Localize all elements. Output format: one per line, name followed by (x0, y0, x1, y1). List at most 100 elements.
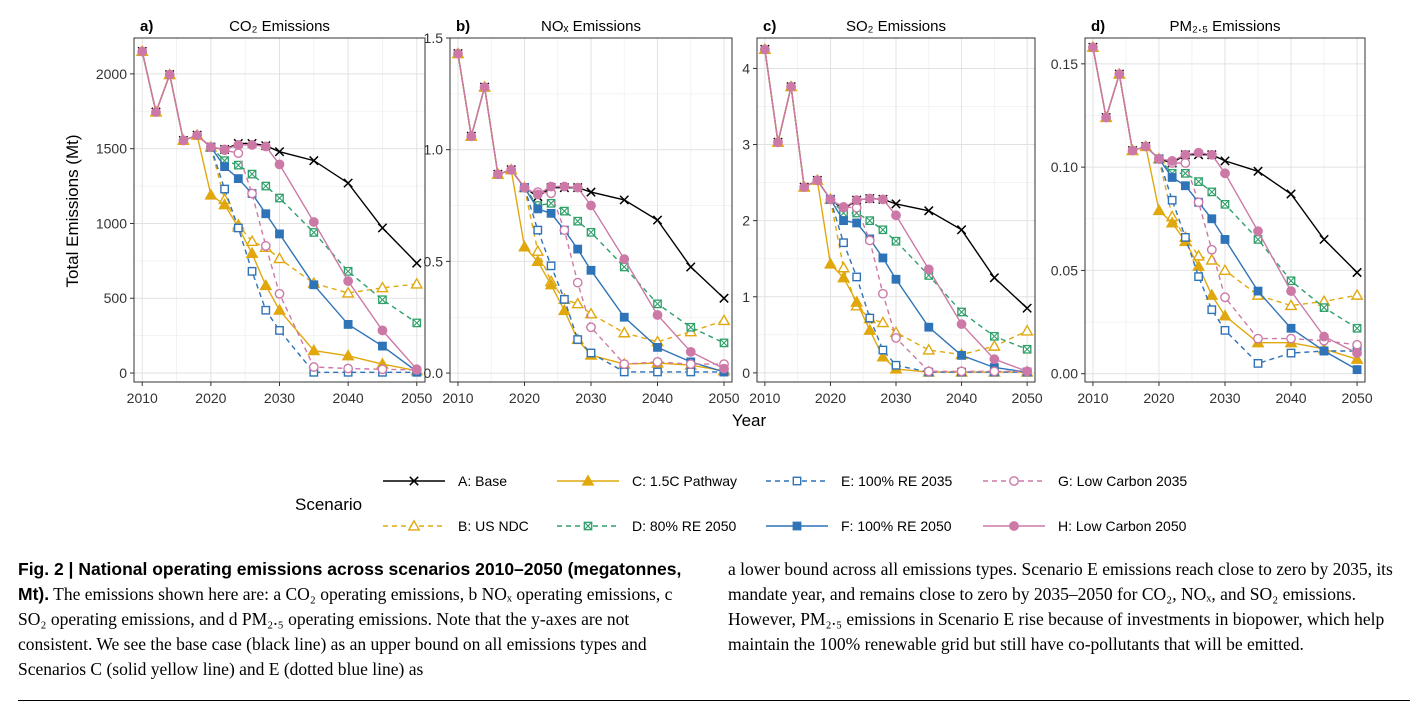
point-H (891, 210, 901, 221)
x-tick-label: 2040 (946, 390, 977, 406)
point-B (531, 244, 545, 256)
point-H (851, 195, 862, 206)
point-D (1352, 323, 1362, 333)
point-D-cross (878, 225, 887, 234)
point-F (343, 320, 353, 329)
point-B (1284, 298, 1298, 311)
point-D (891, 236, 901, 246)
point-D-cross (573, 217, 582, 226)
point-D-cross (560, 207, 569, 216)
point-H (453, 48, 463, 59)
point-D-cross (1286, 276, 1296, 285)
y-tick-label: 0.0 (424, 365, 444, 381)
point-F (1180, 181, 1190, 191)
point-D (546, 198, 556, 208)
point-C (518, 240, 531, 252)
point-H (1140, 141, 1151, 152)
panel-label: c) (763, 18, 776, 35)
point-D-cross (1352, 324, 1362, 333)
point-E (1220, 325, 1230, 335)
caption-text-1: The emissions shown here are: a CO₂ oper… (18, 584, 673, 679)
point-H (532, 189, 543, 200)
point-F (1352, 365, 1362, 375)
y-tick-label: 1 (742, 289, 750, 305)
series-line-B (1158, 158, 1358, 307)
point-E (686, 367, 696, 377)
x-tick-label: 2020 (509, 390, 540, 406)
point-B (987, 339, 1001, 351)
point-G (1206, 244, 1217, 255)
point-D-cross (378, 295, 387, 304)
point-E (653, 367, 662, 377)
point-D-cross (1181, 169, 1190, 178)
point-D (686, 322, 696, 332)
point-H (274, 159, 285, 170)
legend-label: D: 80% RE 2050 (632, 518, 736, 534)
point-D-cross (865, 216, 874, 225)
legend-item-C: C: 1.5C Pathway (557, 473, 737, 489)
point-B (1020, 324, 1034, 336)
point-A (412, 258, 422, 268)
point-H (773, 137, 783, 148)
point-D-cross (275, 193, 284, 203)
x-tick-label: 2020 (1143, 390, 1174, 406)
point-A (686, 262, 696, 272)
y-tick-label: 4 (742, 60, 750, 76)
point-F (546, 208, 556, 218)
point-E (619, 367, 629, 377)
point-G (247, 188, 257, 199)
point-F (1207, 214, 1217, 224)
point-G (891, 332, 901, 343)
point-H (233, 140, 244, 150)
point-E (247, 266, 257, 276)
point-D-cross (586, 228, 596, 237)
y-tick-label: 0.05 (1051, 262, 1078, 278)
point-H (1167, 156, 1178, 166)
point-C (544, 278, 558, 290)
point-E (1207, 305, 1217, 315)
point-D (309, 228, 319, 237)
point-H (1114, 69, 1125, 80)
panel-title: NOₓ Emissions (541, 18, 641, 35)
point-G (260, 240, 271, 251)
point-D (1286, 276, 1296, 286)
point-A (309, 155, 319, 166)
legend-marker (1009, 476, 1019, 486)
point-C (824, 257, 837, 269)
point-F (533, 204, 543, 214)
panel-border (449, 37, 733, 383)
panel-d: 0.00 0.05 0.10 0.15 2010 2020 2030 2040 2050 d) PM… (1051, 18, 1373, 406)
y-tick-label: 0.15 (1051, 56, 1078, 72)
point-D (560, 206, 569, 216)
caption-heading: Fig. 2 | National operating emissions ac… (18, 559, 682, 604)
legend-marker (1009, 521, 1019, 531)
series-line-G (830, 198, 1028, 372)
point-B (1205, 253, 1219, 265)
caption-column-2: a lower bound across all emissions types… (728, 557, 1410, 657)
x-tick-label: 2020 (815, 390, 846, 406)
point-D (586, 227, 596, 237)
point-F (378, 341, 387, 351)
point-A (1022, 303, 1032, 313)
point-C (218, 198, 232, 210)
point-H (572, 182, 583, 193)
point-H (838, 202, 849, 213)
point-H (1253, 226, 1263, 237)
point-H (192, 130, 203, 141)
point-C (307, 343, 321, 356)
legend-item-H: H: Low Carbon 2050 (983, 518, 1187, 534)
y-tick-label: 2 (742, 213, 750, 229)
point-C (341, 349, 355, 361)
point-D (378, 295, 387, 305)
point-E (586, 348, 596, 358)
point-H (1319, 331, 1329, 342)
point-F (1220, 235, 1230, 244)
point-A (1253, 166, 1263, 176)
series-line-D (523, 187, 725, 344)
legend-label: G: Low Carbon 2035 (1058, 473, 1187, 489)
point-D-cross (412, 318, 421, 328)
series-line-G (1158, 158, 1358, 346)
point-C (850, 295, 864, 307)
point-E (573, 335, 583, 344)
series-line-G (524, 187, 724, 365)
